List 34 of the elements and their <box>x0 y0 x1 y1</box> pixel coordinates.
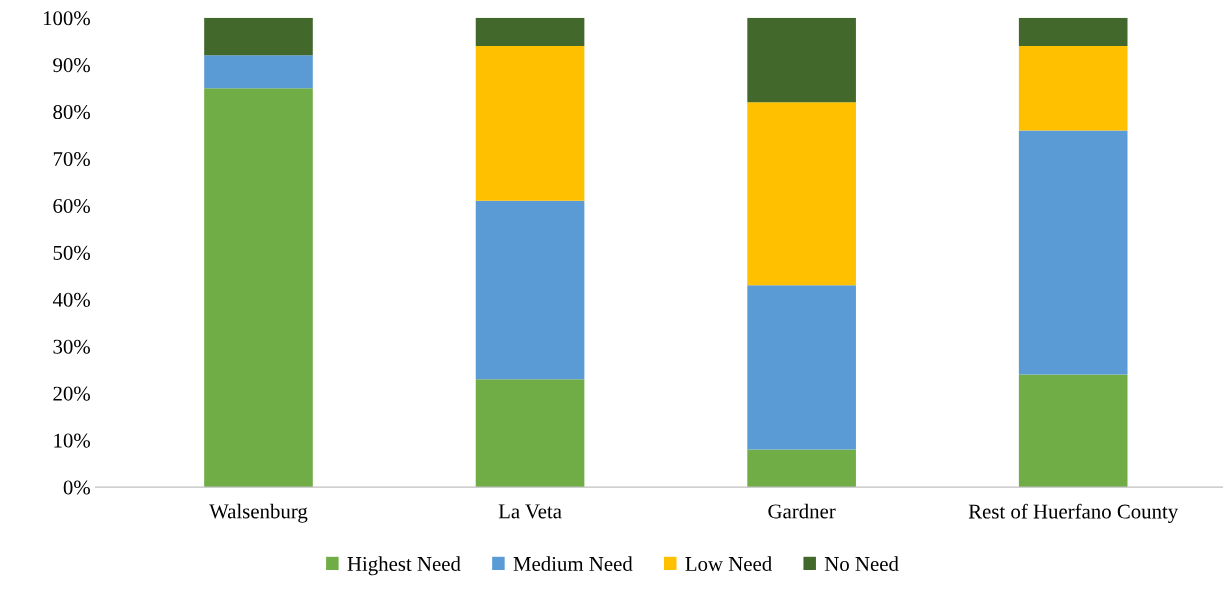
legend-label: Low Need <box>685 556 772 571</box>
bar <box>747 449 856 488</box>
x-tick-label: Rest of Huerfano County <box>968 503 1179 523</box>
legend-label: No Need <box>824 556 899 571</box>
x-tick-label: La Veta <box>498 504 562 519</box>
bar <box>475 200 585 380</box>
bar <box>747 285 856 450</box>
y-tick-label: 80% <box>53 105 90 120</box>
bar <box>1018 45 1128 131</box>
y-tick-label: 70% <box>53 151 90 167</box>
bar <box>475 17 585 46</box>
y-tick-label: 90% <box>53 58 90 73</box>
y-tick-label: 10% <box>54 433 90 448</box>
x-tick-label: Gardner <box>768 503 836 519</box>
y-tick-label: 30% <box>53 339 90 354</box>
y-tick-label: 0% <box>63 480 90 495</box>
legend-label: Highest Need <box>347 556 461 576</box>
bar <box>747 17 856 103</box>
bar <box>204 17 313 56</box>
y-tick-label: 60% <box>53 198 90 214</box>
bar <box>747 102 856 286</box>
bar <box>204 88 313 488</box>
bar <box>1018 17 1128 46</box>
legend-label: Medium Need <box>513 556 633 571</box>
bar <box>204 55 313 89</box>
bar <box>1018 130 1128 375</box>
bar <box>1018 374 1128 488</box>
bar <box>475 379 585 488</box>
bar <box>475 45 585 201</box>
x-tick-label: Walsenburg <box>209 503 308 523</box>
y-tick-label: 20% <box>53 386 90 401</box>
y-tick-label: 100% <box>43 11 90 26</box>
y-tick-label: 40% <box>52 292 90 307</box>
y-tick-label: 50% <box>53 245 90 260</box>
